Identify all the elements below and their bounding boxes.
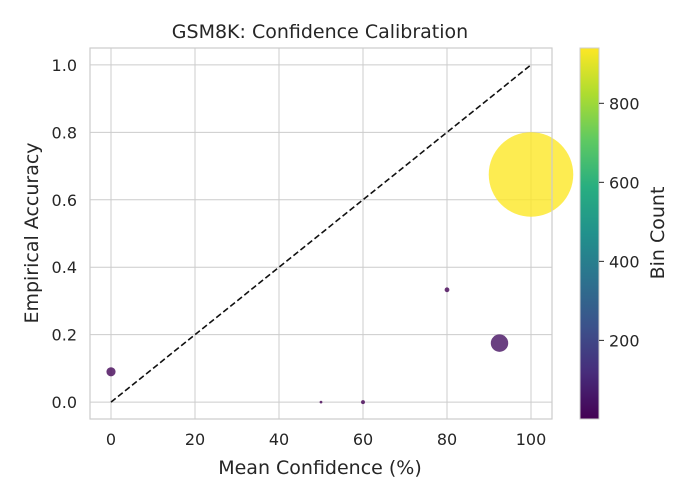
scatter-point — [319, 400, 323, 404]
colorbar — [579, 47, 600, 420]
y-tick-label: 0.8 — [52, 123, 77, 142]
scatter-point — [106, 367, 116, 377]
plot-frame — [89, 47, 553, 420]
grid — [90, 48, 552, 419]
scatter-point — [488, 132, 574, 217]
x-tick-label: 0 — [106, 430, 116, 449]
x-tick-label: 80 — [437, 430, 457, 449]
scatter-point — [444, 287, 450, 293]
x-axis-label: Mean Confidence (%) — [218, 457, 422, 479]
y-tick-label: 0.2 — [52, 326, 77, 345]
y-tick-label: 0.0 — [52, 393, 77, 412]
x-tick-label: 40 — [269, 430, 289, 449]
colorbar-tick-label: 200 — [609, 331, 640, 350]
x-tick-label: 60 — [353, 430, 373, 449]
colorbar-tick-label: 400 — [609, 252, 640, 271]
perfect-calibration-line — [110, 64, 532, 403]
y-tick-label: 0.4 — [52, 258, 77, 277]
colorbar-tick-label: 800 — [609, 94, 640, 113]
colorbar-tick-label: 600 — [609, 173, 640, 192]
y-tick-label: 0.6 — [52, 191, 77, 210]
chart-title: GSM8K: Confidence Calibration — [172, 21, 468, 43]
y-tick-label: 1.0 — [52, 56, 77, 75]
colorbar-label: Bin Count — [647, 187, 669, 280]
x-tick-label: 100 — [516, 430, 547, 449]
scatter-point — [361, 400, 365, 405]
x-axis-ticks: 0 20 40 60 80 100 — [106, 430, 546, 449]
y-axis-ticks: 0.0 0.2 0.4 0.6 0.8 1.0 — [52, 56, 77, 412]
x-tick-label: 20 — [185, 430, 205, 449]
reference-line-layer — [110, 64, 532, 403]
colorbar-ticks: 200 400 600 800 — [599, 94, 640, 350]
points-layer — [106, 132, 574, 405]
y-axis-label: Empirical Accuracy — [21, 142, 43, 323]
scatter-point — [490, 334, 509, 352]
